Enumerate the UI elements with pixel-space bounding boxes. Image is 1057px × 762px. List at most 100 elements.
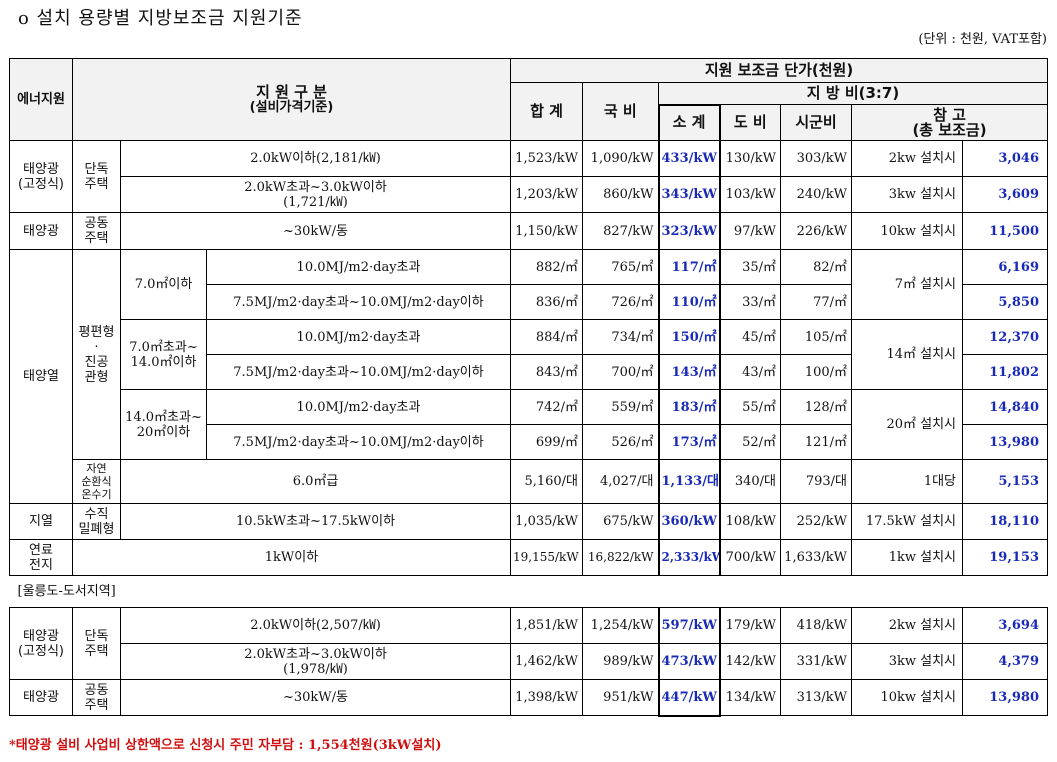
subtotal-value: 597/kW: [657, 607, 721, 644]
province-value: 130/kW: [719, 140, 782, 177]
ref-total: 5,850: [962, 284, 1049, 320]
province-value: 700/kW: [719, 539, 782, 576]
total-value: 843/㎡: [510, 354, 584, 390]
spec: 1kW이하: [71, 539, 512, 576]
ref-total: 5,153: [962, 459, 1049, 504]
table-row: 2.0kW초과~3.0kW이하 (1,978/㎾) 1,462/kW 989/kW…: [10, 643, 1049, 680]
footnote: *태양광 설비 사업비 상한액으로 신청시 주민 자부담 : 1,554천원(3…: [9, 738, 442, 753]
ref-note: 20㎡ 설치시: [851, 389, 964, 460]
table-row: 태양광 (고정식) 단독 주택 2.0kW이하(2,507/㎾) 1,851/kW …: [9, 607, 1049, 680]
ref-note: 7㎡ 설치시: [851, 249, 964, 320]
subsidy-table: 에너지원 지 원 구 분 (설비가격기준) 지원 보조금 단가(천원) 합 계 …: [9, 58, 1049, 717]
ref-total: 3,694: [962, 607, 1049, 644]
total-value: 742/㎡: [510, 389, 584, 425]
table-row: 자연 순환식 온수기 6.0㎡급 5,160/대 4,027/대 1,133/대 3…: [10, 459, 1049, 504]
national-value: 4,027/대: [582, 459, 660, 504]
spec: 10.0MJ/m2·day초과: [205, 249, 512, 285]
total-value: 5,160/대: [510, 459, 584, 504]
national-value: 734/㎡: [582, 319, 660, 355]
table-row: 7.5MJ/m2·day초과~10.0MJ/m2·day이하 699/㎡ 526…: [10, 424, 1049, 460]
total-value: 19,155/kW: [510, 539, 584, 576]
province-value: 43/㎡: [719, 354, 782, 390]
install-type: 평편형 · 진공 관형: [72, 249, 121, 460]
city-value: 313/kW: [780, 679, 853, 716]
table-row: 태양열 평편형 · 진공 관형 7.0㎡이하 10.0MJ/m2·day초과 882/…: [9, 249, 1049, 504]
energy-source: 태양광: [9, 212, 73, 250]
province-value: 103/kW: [719, 176, 782, 213]
region-row: [울릉도-도서지역]: [9, 575, 1048, 608]
province-value: 108/kW: [719, 503, 782, 540]
total-value: 884/㎡: [510, 319, 584, 355]
ref-total: 18,110: [962, 503, 1049, 540]
area-range: 7.0㎡이하: [120, 249, 207, 320]
ref-note: 17.5kW 설치시: [851, 503, 964, 540]
install-type: 공동 주택: [72, 679, 121, 716]
install-type: 단독 주택: [72, 140, 121, 213]
ref-total: 3,609: [962, 176, 1049, 213]
ref-total: 11,802: [962, 354, 1049, 390]
install-type: 단독 주택: [72, 607, 121, 680]
table-row: 7.0㎡초과~ 14.0㎡이하 10.0MJ/m2·day초과 884/㎡ 734…: [10, 319, 1049, 390]
spec: 7.5MJ/m2·day초과~10.0MJ/m2·day이하: [205, 284, 512, 320]
table-row: 연료 전지 1kW이하 19,155/kW 16,822/kW 2,333/kW …: [9, 539, 1049, 576]
table-row: 7.5MJ/m2·day초과~10.0MJ/m2·day이하 843/㎡ 700…: [10, 354, 1049, 390]
subtotal-value: 173/㎡: [657, 424, 721, 460]
national-value: 827/kW: [582, 212, 660, 250]
ref-note: 3kw 설치시: [851, 643, 964, 680]
energy-source: 연료 전지: [9, 539, 73, 576]
national-value: 675/kW: [582, 503, 660, 540]
spec: 10.0MJ/m2·day초과: [205, 319, 512, 355]
national-value: 951/kW: [582, 679, 660, 716]
national-value: 765/㎡: [582, 249, 660, 285]
province-value: 55/㎡: [719, 389, 782, 425]
energy-source: 태양광 (고정식): [9, 607, 73, 680]
ref-note: 2kw 설치시: [851, 607, 964, 644]
header-local: 지 방 비(3:7): [658, 82, 1049, 105]
ref-note: 10kw 설치시: [851, 679, 964, 716]
table-row: 7.5MJ/m2·day초과~10.0MJ/m2·day이하 836/㎡ 726…: [10, 284, 1049, 320]
table-row: 14.0㎡초과~ 20㎡이하 10.0MJ/m2·day초과 742/㎡ 559/…: [10, 389, 1049, 460]
ref-total: 14,840: [962, 389, 1049, 425]
province-value: 134/kW: [719, 679, 782, 716]
area-range: 7.0㎡초과~ 14.0㎡이하: [120, 319, 207, 390]
subtotal-value: 117/㎡: [657, 249, 721, 285]
subtotal-value: 343/kW: [657, 176, 721, 213]
ref-total: 12,370: [962, 319, 1049, 355]
table-row: 태양광 (고정식) 단독 주택 2.0kW이하(2,181/㎾) 1,523/kW …: [9, 140, 1049, 213]
table-row: 2.0kW초과~3.0kW이하 (1,721/㎾) 1,203/kW 860/kW…: [10, 176, 1049, 213]
spec: 2.0kW초과~3.0kW이하 (1,721/㎾): [119, 176, 512, 213]
national-value: 726/㎡: [582, 284, 660, 320]
page-title: o 설치 용량별 지방보조금 지원기준: [18, 8, 303, 29]
city-value: 240/kW: [780, 176, 853, 213]
total-value: 1,150/kW: [510, 212, 584, 250]
ref-note: 2kw 설치시: [851, 140, 964, 177]
energy-source: 태양광: [9, 679, 73, 716]
city-value: 226/kW: [780, 212, 853, 250]
city-value: 105/㎡: [780, 319, 853, 355]
city-value: 82/㎡: [780, 249, 853, 285]
national-value: 526/㎡: [582, 424, 660, 460]
national-value: 1,090/kW: [582, 140, 660, 177]
install-type: 공동 주택: [72, 212, 121, 250]
header-national: 국 비: [582, 82, 660, 141]
province-value: 45/㎡: [719, 319, 782, 355]
total-value: 699/㎡: [510, 424, 584, 460]
ref-total: 4,379: [962, 643, 1049, 680]
city-value: 100/㎡: [780, 354, 853, 390]
header-energy: 에너지원: [9, 58, 73, 141]
total-value: 1,523/kW: [510, 140, 584, 177]
spec: 10.5kW초과~17.5kW이하: [119, 503, 512, 540]
province-value: 35/㎡: [719, 249, 782, 285]
area-range: 14.0㎡초과~ 20㎡이하: [120, 389, 207, 460]
total-value: 836/㎡: [510, 284, 584, 320]
subtotal-value: 150/㎡: [657, 319, 721, 355]
spec: ~30kW/동: [119, 212, 512, 250]
table-row: 태양광 공동 주택 ~30kW/동 1,150/kW 827/kW 323/kW …: [9, 212, 1049, 250]
header-division: 지 원 구 분 (설비가격기준): [71, 58, 512, 141]
city-value: 128/㎡: [780, 389, 853, 425]
province-value: 179/kW: [719, 607, 782, 644]
subtotal-value: 433/kW: [657, 140, 721, 177]
spec: 2.0kW초과~3.0kW이하 (1,978/㎾): [119, 643, 512, 680]
province-value: 142/kW: [719, 643, 782, 680]
spec: 6.0㎡급: [119, 459, 512, 504]
